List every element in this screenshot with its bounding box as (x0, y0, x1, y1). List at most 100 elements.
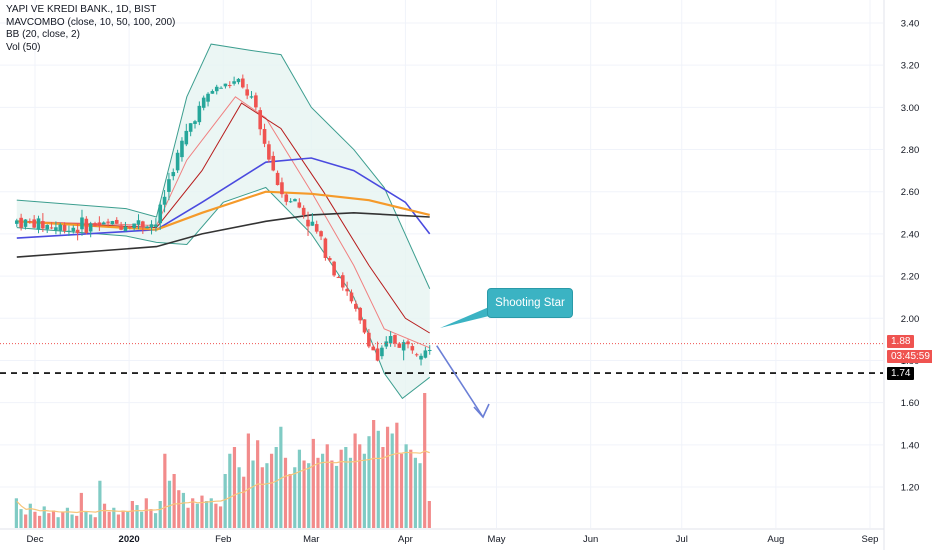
volume-bar (93, 517, 97, 528)
x-tick-label: Jul (676, 534, 688, 545)
shooting-star-callout[interactable]: Shooting Star (487, 288, 573, 318)
candle-body (258, 110, 263, 130)
candle-body (188, 123, 193, 132)
y-tick-label: 1.20 (901, 483, 920, 494)
candle-body (375, 348, 380, 361)
candle-body (58, 224, 63, 231)
volume-bar (172, 474, 176, 528)
volume-bar (37, 515, 42, 528)
y-tick-label: 1.60 (901, 398, 920, 409)
candle-body (71, 227, 76, 232)
candle-body (232, 81, 236, 84)
volume-bar (218, 506, 223, 528)
legend-bollinger[interactable]: BB (20, close, 2) (6, 29, 80, 40)
candle-body (219, 87, 223, 89)
volume-bar (195, 503, 199, 528)
legend-volume[interactable]: Vol (50) (6, 41, 41, 53)
candle-body (241, 78, 245, 88)
candle-body (314, 224, 319, 232)
ma200-orange-line (16, 190, 430, 231)
volume-bar (116, 514, 121, 528)
candle-body (132, 223, 136, 229)
candle-body (327, 258, 332, 261)
candle-body (80, 217, 84, 230)
candle-body (249, 96, 254, 98)
volume-bar (223, 474, 227, 528)
volume-bar (288, 474, 292, 528)
candle-body (301, 207, 306, 215)
chart-legend: YAPI VE KREDI BANK., 1D, BIST MAVCOMBO (… (6, 4, 175, 54)
volume-bar (28, 503, 32, 528)
volume-bar (302, 460, 306, 528)
candle-body (167, 179, 171, 192)
candle-body (67, 230, 71, 232)
candle-body (28, 221, 32, 223)
volume-bar (24, 514, 28, 528)
volume-bar (163, 453, 167, 528)
candle-body (323, 238, 328, 258)
volume-bar (339, 449, 343, 528)
volume-bar (279, 426, 283, 528)
volume-bar (140, 511, 144, 528)
volume-bar (75, 515, 79, 528)
candle-body (288, 201, 293, 203)
candle-body (297, 202, 302, 208)
volume-bar (246, 433, 250, 528)
candle-body (223, 83, 228, 87)
candle-body (19, 217, 23, 228)
bollinger-fill (16, 44, 430, 399)
volume-bar (232, 447, 237, 528)
volume-bar (121, 510, 125, 528)
volume-bar (372, 420, 376, 528)
x-tick-label: May (488, 534, 506, 545)
volume-bar (130, 501, 134, 528)
volume-bar (200, 495, 204, 528)
candle-body (236, 78, 241, 83)
volume-bar (376, 430, 380, 528)
volume-bar (149, 509, 153, 528)
candle-body (193, 121, 197, 124)
volume-bar (404, 444, 408, 528)
volume-bar (181, 492, 186, 528)
volume-bar (385, 426, 390, 528)
candle-body (214, 86, 219, 92)
candle-body (14, 220, 19, 224)
x-tick-label: Sep (862, 534, 879, 545)
y-tick-label: 3.40 (901, 19, 920, 30)
candle-body (110, 221, 115, 225)
y-tick-label: 3.00 (901, 103, 920, 114)
volume-bar (260, 467, 264, 528)
volume-bar (158, 501, 162, 528)
volume-bar (47, 513, 51, 528)
candle-body (136, 220, 141, 225)
candle-body (54, 227, 58, 231)
volume-bar (321, 453, 325, 528)
candle-body (262, 129, 267, 144)
candle-body (119, 225, 123, 230)
callout-label: Shooting Star (495, 297, 565, 309)
volume-bar (316, 457, 320, 528)
y-tick-label: 2.60 (901, 187, 920, 198)
volume-bar (107, 511, 111, 528)
volume-bar (19, 509, 23, 528)
legend-mavcombo[interactable]: MAVCOMBO (close, 10, 50, 100, 200) (6, 16, 176, 28)
candle-body (36, 218, 41, 230)
candle-body (41, 221, 45, 229)
x-tick-label: Mar (303, 534, 319, 545)
legend-symbol[interactable]: YAPI VE KREDI BANK., 1D, BIST (6, 4, 157, 15)
candle-body (271, 155, 276, 171)
candle-body (254, 95, 258, 108)
candle-body (410, 346, 415, 351)
volume-bar (70, 514, 74, 528)
candle-body (49, 227, 54, 229)
candle-body (227, 85, 232, 87)
x-tick-label: Aug (767, 534, 784, 545)
volume-bar (214, 503, 218, 528)
countdown-tag: 03:45:59 (887, 350, 932, 363)
volume-bar (135, 505, 139, 528)
volume-bar (311, 438, 315, 528)
last-price-tag: 1.88 (887, 335, 915, 348)
volume-bar (126, 511, 130, 528)
volume-bar (242, 476, 246, 528)
